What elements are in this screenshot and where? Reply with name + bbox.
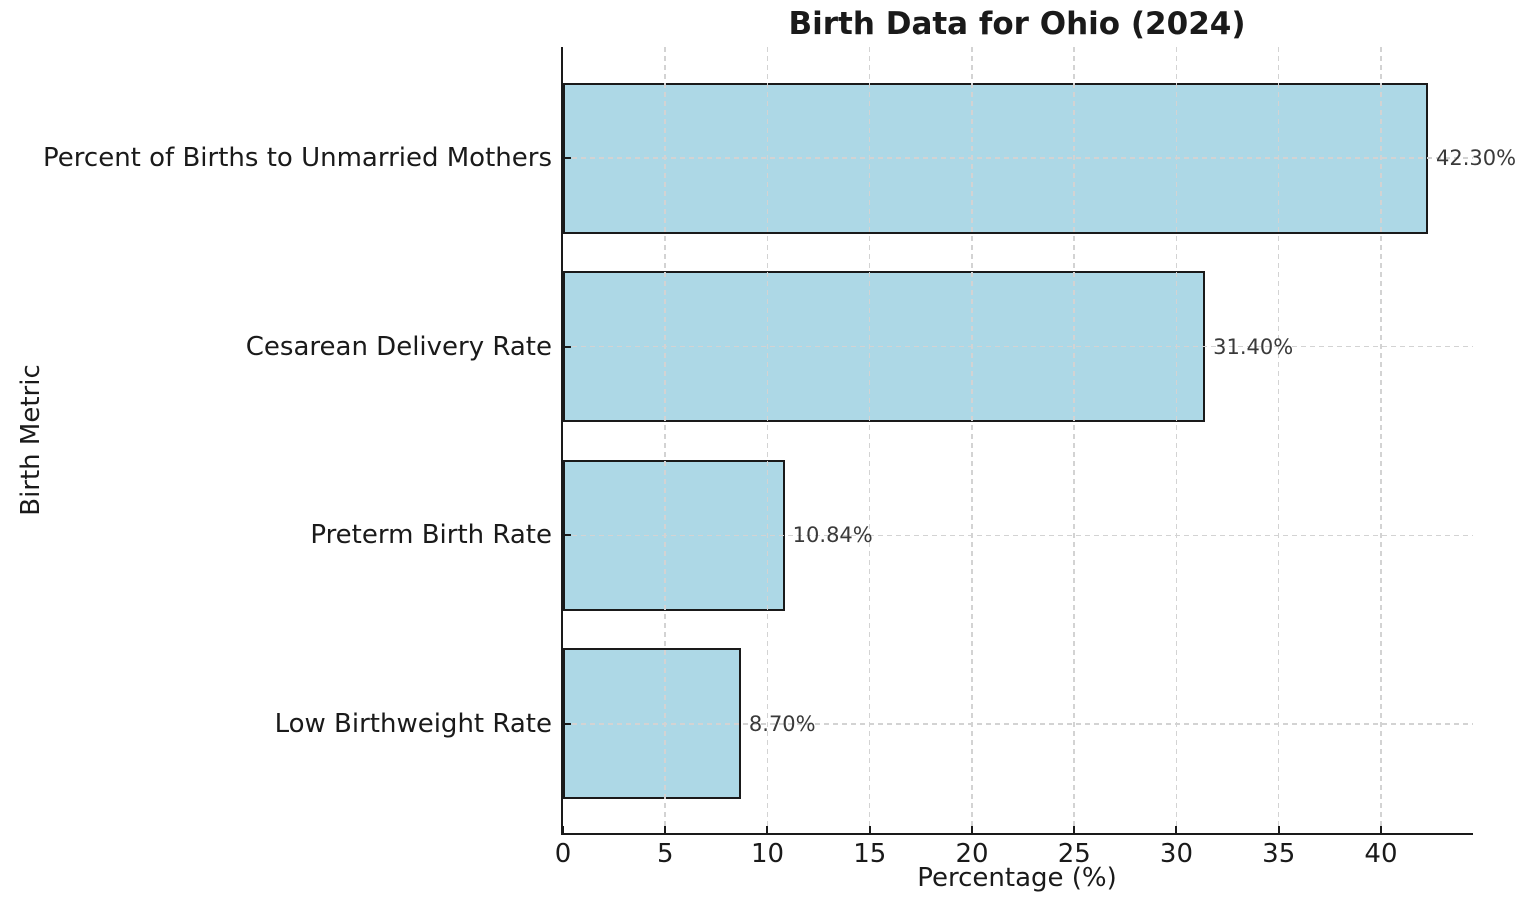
y-gridline	[563, 345, 1473, 348]
x-tick	[1175, 826, 1178, 833]
y-axis-label: Birth Metric	[16, 364, 46, 516]
y-tick	[563, 157, 571, 160]
bar-value-label: 31.40%	[1213, 334, 1294, 359]
x-gridline	[766, 47, 769, 833]
x-tick-label: 30	[1159, 839, 1194, 869]
x-gridline	[1277, 47, 1280, 833]
x-tick-label: 5	[656, 839, 674, 869]
x-tick	[1379, 826, 1382, 833]
x-axis-spine	[561, 833, 1473, 835]
x-tick	[868, 826, 871, 833]
x-tick-label: 0	[554, 839, 572, 869]
y-gridline	[563, 534, 1473, 536]
x-tick	[1073, 826, 1076, 833]
x-gridline	[664, 47, 666, 833]
y-gridline	[563, 157, 1473, 159]
x-tick	[970, 826, 973, 833]
x-gridline	[1073, 47, 1075, 833]
y-axis-spine	[561, 47, 563, 835]
x-tick	[562, 826, 564, 833]
x-gridline	[1380, 47, 1382, 833]
x-tick-label: 15	[853, 839, 887, 869]
bar-value-label: 8.70%	[748, 711, 816, 736]
category-label: Preterm Birth Rate	[310, 520, 552, 551]
x-tick-label: 35	[1262, 839, 1296, 869]
category-label: Percent of Births to Unmarried Mothers	[43, 143, 552, 174]
category-label: Low Birthweight Rate	[274, 708, 552, 739]
x-gridline	[971, 47, 973, 833]
x-tick	[766, 826, 769, 833]
category-label: Cesarean Delivery Rate	[245, 331, 552, 362]
x-tick	[664, 826, 667, 833]
x-tick-label: 20	[955, 839, 989, 869]
x-gridline	[1175, 47, 1178, 833]
x-tick-label: 10	[750, 839, 785, 869]
bar-value-label: 42.30%	[1436, 146, 1517, 171]
plot-area: Percent of Births to Unmarried Mothers 42…	[43, 47, 1516, 869]
y-tick	[563, 722, 571, 725]
x-tick	[1277, 826, 1280, 833]
chart-title: Birth Data for Ohio (2024)	[788, 6, 1246, 42]
x-gridline	[868, 47, 871, 833]
y-tick	[563, 345, 571, 348]
x-tick-label: 40	[1364, 839, 1398, 869]
y-gridline	[563, 723, 1473, 725]
x-tick-label: 25	[1057, 839, 1091, 869]
y-tick	[563, 534, 571, 537]
x-axis-label: Percentage (%)	[917, 863, 1117, 893]
bar-value-label: 10.84%	[792, 523, 873, 548]
